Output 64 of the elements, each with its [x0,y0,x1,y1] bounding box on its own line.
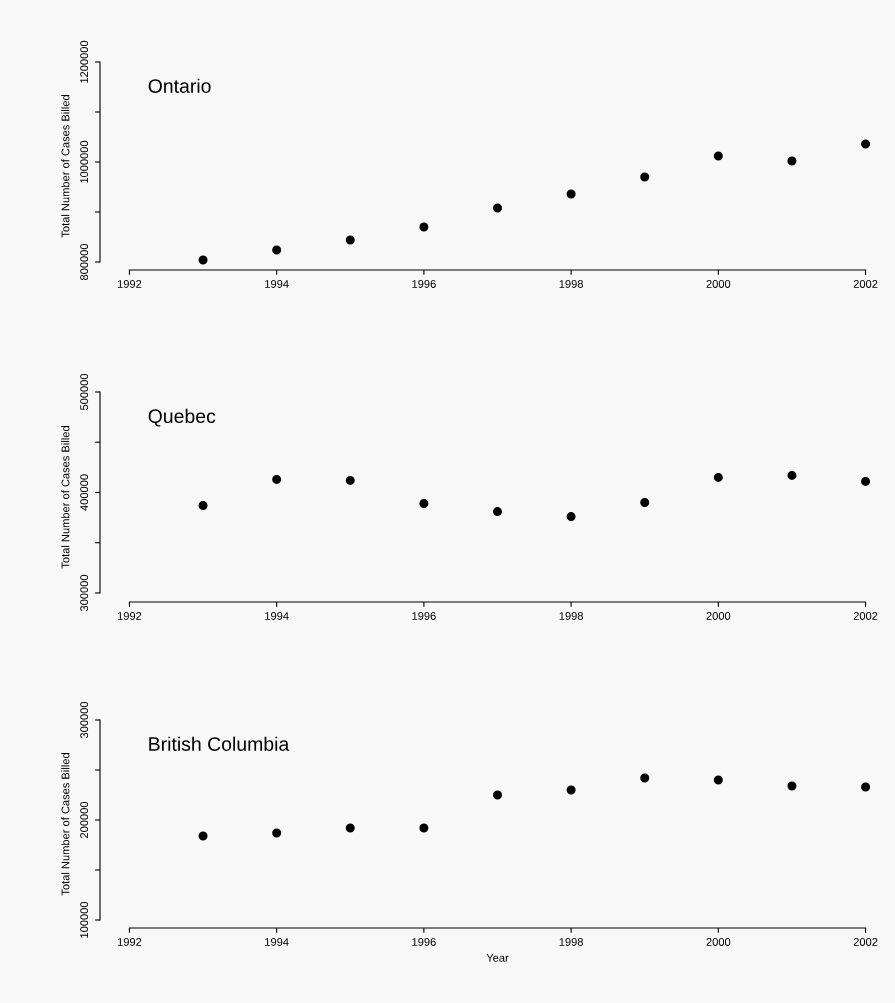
x-tick-label: 1996 [412,280,436,288]
point [713,775,723,785]
point [861,782,871,792]
x-tick-label: 2002 [853,612,878,620]
x-tick-label: 1994 [265,938,289,946]
x-tick-label: 2002 [853,280,878,288]
y-axis-title: Total Number of Cases Billed [61,753,70,896]
y-tick-label: 1000000 [80,140,89,183]
x-tick-label: 2002 [853,938,878,946]
point [861,139,871,149]
point [345,475,355,485]
point [493,790,502,800]
y-tick-label: 200000 [80,801,89,838]
point [272,245,282,255]
point [419,499,429,509]
point [713,472,723,482]
x-tick-label: 1998 [559,612,583,620]
point [419,823,429,833]
x-tick-label: 2000 [706,612,731,620]
point [198,831,208,841]
y-tick-label: 300000 [80,574,89,612]
point [419,222,429,232]
point [198,255,208,265]
text: British Columbia [149,736,290,751]
x-tick-label: 2000 [706,938,731,946]
point [640,172,650,182]
text: Ontario [148,78,211,93]
point [640,773,650,783]
point [861,476,871,486]
point [493,507,502,517]
point [345,235,355,245]
x-tick-label: 1992 [117,612,142,620]
point [787,470,797,480]
x-tick-label: 1996 [412,938,436,946]
point [566,189,576,199]
point [787,781,797,791]
x-tick-label: 1994 [265,612,289,620]
y-axis-title: Total Number of Cases Billed [61,95,70,238]
x-tick-label: 1996 [412,612,436,620]
y-tick-label: 400000 [80,474,89,511]
point [566,785,576,795]
y-tick-label: 1200000 [80,40,89,83]
point [566,512,576,522]
y-axis-title: Total Number of Cases Billed [61,426,70,569]
x-tick-label: 1994 [265,280,289,288]
x-tick-label: 2000 [706,280,731,288]
y-tick-label: 300000 [80,701,89,739]
point [272,474,282,484]
point [198,501,208,511]
point [787,156,797,166]
x-tick-label: 1998 [559,280,583,288]
y-tick-label: 500000 [80,373,89,411]
point [272,828,282,838]
point [493,203,502,213]
x-tick-label: 1992 [117,938,142,946]
x-axis-title: Year [486,954,509,962]
point [345,823,355,833]
y-tick-label: 800000 [80,243,89,281]
y-tick-label: 100000 [80,901,89,938]
point [713,151,723,161]
text: Quebec [148,408,216,427]
point [640,498,650,508]
x-tick-label: 1998 [559,938,583,946]
x-tick-label: 1992 [117,280,142,288]
